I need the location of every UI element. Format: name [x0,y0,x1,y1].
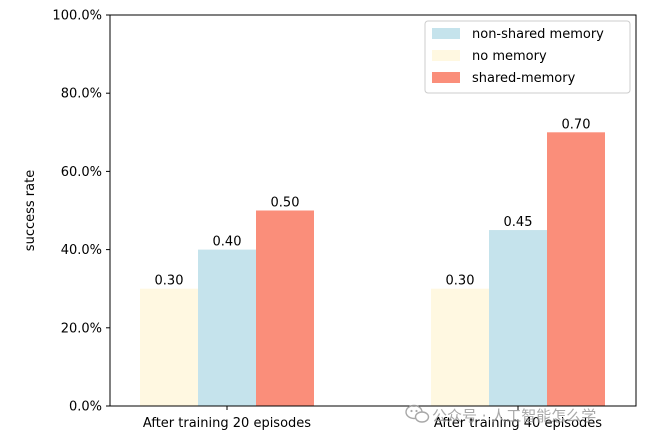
legend-swatch [432,72,460,83]
watermark: 公众号 · 人工智能怎么学 [405,404,596,425]
bar-value-label: 0.45 [504,215,533,230]
bar-value-label: 0.30 [155,274,184,289]
axis-ticks: 0.0% 20.0% 40.0% 60.0% 80.0% 100.0% After trai… [52,9,602,432]
y-tick-label: 80.0% [61,87,102,102]
y-axis-label: success rate [23,170,38,251]
y-tick-label: 100.0% [52,9,102,24]
legend: non-shared memory no memory shared-memory [424,20,631,94]
axes-frame [109,14,637,407]
bar-value-label: 0.70 [562,117,591,132]
y-tick-label: 20.0% [61,321,102,336]
y-tick-label: 40.0% [61,243,102,258]
legend-label: shared-memory [472,71,576,86]
legend-box [424,20,631,94]
bar-value-label: 0.50 [271,196,300,211]
bar-non-shared-memory-2 [489,230,547,406]
wechat-icon [405,404,430,423]
x-tick-label: After training 40 episodes [434,416,602,431]
bars-group: 0.30 0.40 0.50 0.30 0.45 0.70 [140,117,605,407]
y-tick-label: 60.0% [61,165,102,180]
bar-no-memory-1 [140,288,198,406]
bar-value-label: 0.30 [446,274,475,289]
watermark-text: 公众号 · 人工智能怎么学 [432,407,596,425]
legend-swatch [432,50,460,61]
bar-shared-memory-1 [256,210,314,406]
y-tick-label: 0.0% [69,400,102,415]
legend-swatch [432,28,460,39]
bar-shared-memory-2 [547,132,605,407]
bar-value-label: 0.40 [213,235,242,250]
legend-label: non-shared memory [472,27,604,42]
bar-no-memory-2 [431,288,489,406]
legend-label: no memory [472,49,547,64]
x-tick-label: After training 20 episodes [143,416,311,431]
bar-non-shared-memory-1 [198,249,256,406]
